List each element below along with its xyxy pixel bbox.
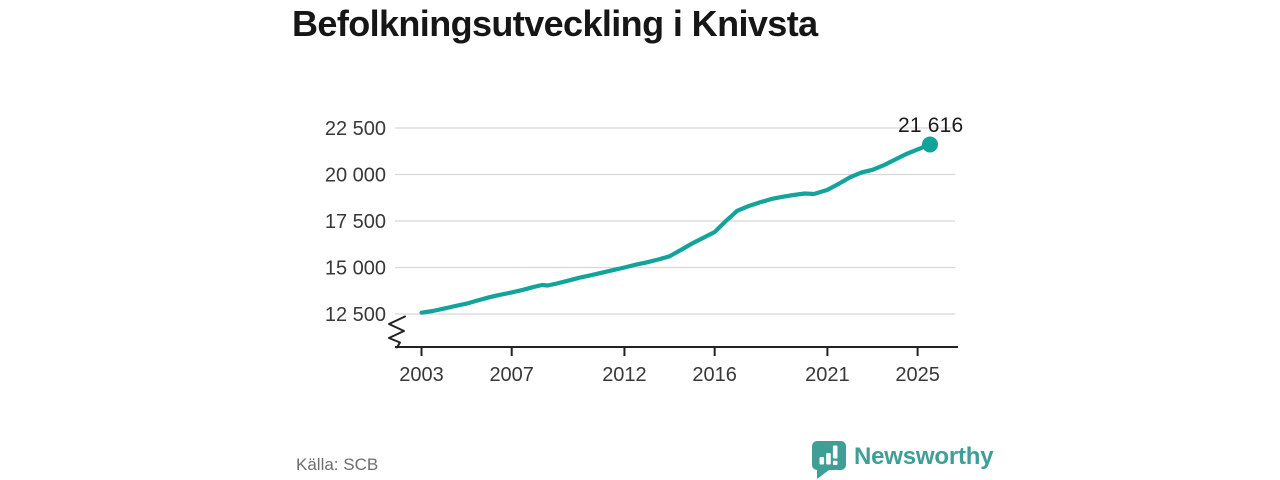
x-axis-tick-label: 2007 — [489, 364, 534, 386]
chart-title: Befolkningsutveckling i Knivsta — [292, 3, 818, 44]
y-axis-tick-label: 17 500 — [325, 211, 386, 233]
y-axis-tick-label: 15 000 — [325, 258, 386, 280]
axis-break-zigzag — [388, 315, 406, 349]
y-axis-tick-label: 22 500 — [325, 118, 386, 140]
newsworthy-logo: Newsworthy — [812, 441, 994, 479]
newsworthy-wordmark: Newsworthy — [854, 443, 994, 470]
exclamation-dot — [832, 460, 838, 465]
bar-medium — [826, 453, 831, 465]
x-axis-tick-label: 2012 — [602, 364, 647, 386]
x-axis-tick-label: 2003 — [399, 364, 444, 386]
latest-point-marker — [922, 136, 939, 153]
population-line — [419, 142, 933, 315]
y-axis-tick-label: 20 000 — [325, 165, 386, 187]
exclamation-bar — [832, 445, 838, 459]
newsworthy-speech-bubble-bar-chart-icon — [812, 441, 846, 479]
bar-small — [819, 457, 825, 465]
x-axis-tick-label: 2021 — [805, 364, 850, 386]
source-caption: Källa: SCB — [296, 455, 379, 474]
x-axis-tick-label: 2025 — [895, 364, 940, 386]
y-axis-tick-label: 12 500 — [325, 304, 386, 326]
x-axis-tick-label: 2016 — [692, 364, 737, 386]
latest-value-label: 21 616 — [898, 114, 964, 137]
